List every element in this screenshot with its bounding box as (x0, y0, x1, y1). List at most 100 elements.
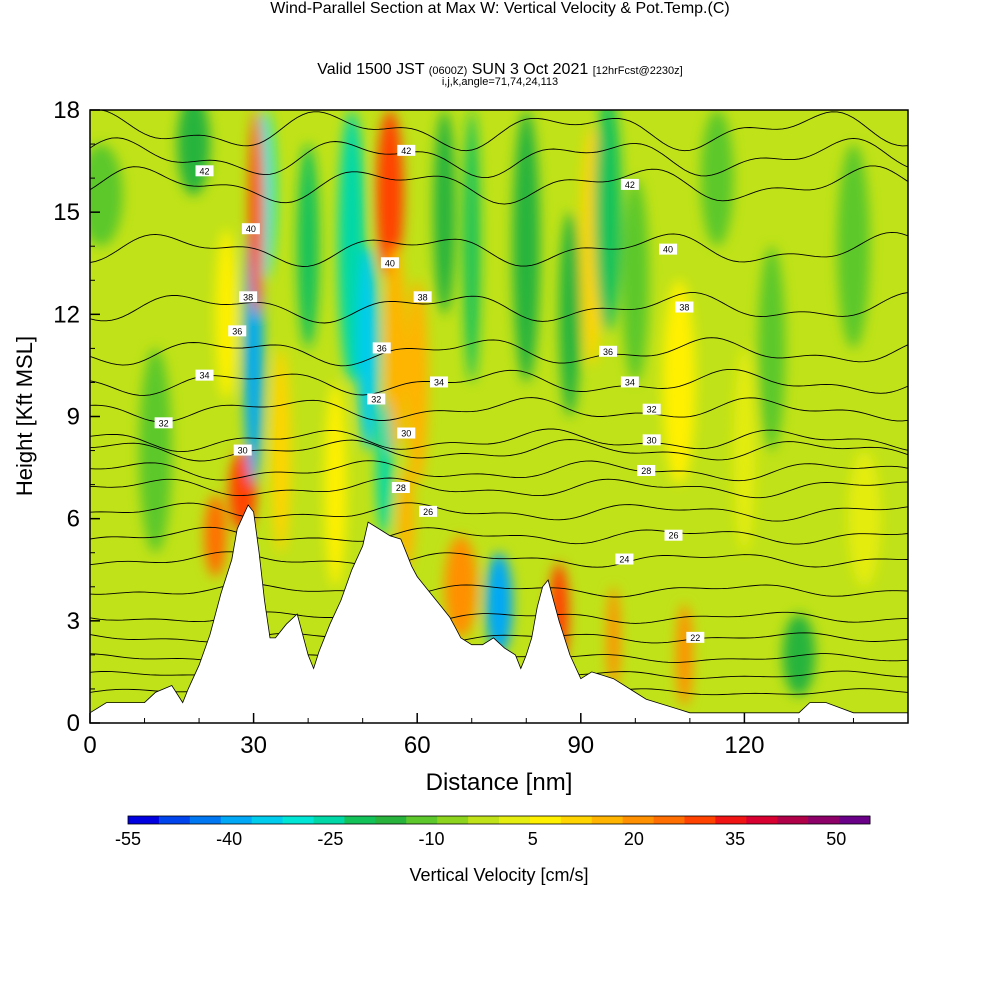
colorbar-swatch (128, 816, 160, 824)
colorbar-swatch (468, 816, 500, 824)
colorbar-tick-label: 20 (624, 829, 644, 849)
theta-contour-label: 38 (413, 291, 432, 303)
theta-label-box (239, 291, 258, 303)
updraft-cell (606, 586, 621, 689)
theta-contour-label: 38 (239, 291, 258, 303)
colorbar-swatch (158, 816, 191, 824)
downdraft-cell (177, 110, 210, 196)
theta-contour-label: 42 (620, 178, 639, 190)
colorbar-swatch (653, 816, 685, 824)
y-tick-label: 0 (67, 710, 80, 737)
theta-contour-label: 32 (367, 393, 386, 405)
theta-label-box (391, 482, 410, 494)
updraft-cell (324, 382, 347, 587)
theta-contour-label: 34 (430, 376, 449, 388)
colorbar-swatch (839, 816, 871, 824)
theta-contour-line (90, 397, 908, 423)
y-tick-label: 6 (67, 506, 80, 533)
colorbar-swatch (560, 816, 593, 824)
theta-contour-label: 40 (659, 243, 678, 255)
colorbar-tick-label: 50 (826, 829, 846, 849)
theta-label-box (664, 529, 683, 541)
theta-label-text: 40 (385, 258, 395, 268)
theta-label-text: 22 (690, 633, 700, 643)
chart-title-text: Wind-Parallel Section at Max W: Vertical… (270, 0, 708, 17)
colorbar-swatch (282, 816, 314, 824)
updraft-cell (662, 280, 696, 485)
downdraft-cell (558, 212, 581, 417)
theta-label-box (430, 376, 449, 388)
terrain-mask (90, 504, 908, 723)
theta-label-text: 38 (679, 303, 689, 313)
theta-contour-label: 34 (195, 369, 214, 381)
theta-label-text: 36 (232, 326, 242, 336)
theta-contour-label: 32 (642, 403, 661, 415)
theta-label-text: 26 (423, 507, 433, 517)
theta-label-text: 34 (200, 371, 210, 381)
theta-contour-line (90, 460, 908, 482)
subtitle-date: SUN 3 Oct 2021 (471, 61, 589, 78)
updraft-cell (444, 535, 478, 638)
colorbar-swatch (591, 816, 624, 824)
theta-label-box (620, 376, 639, 388)
theta-label-text: 42 (625, 180, 635, 190)
chart-title: Wind-Parallel Section at Max W: Vertical… (0, 0, 1000, 18)
theta-label-box (397, 427, 416, 439)
theta-label-box (686, 631, 705, 643)
downdraft-cell (90, 144, 123, 247)
theta-label-box (195, 369, 214, 381)
chart-subtitle: Valid 1500 JST (0600Z) SUN 3 Oct 2021 [1… (0, 61, 1000, 79)
theta-contour-line (90, 165, 908, 205)
theta-contour-label: 40 (241, 223, 260, 235)
colorbar-swatch (746, 816, 778, 824)
y-tick-label: 18 (53, 97, 80, 124)
theta-contour-label: 42 (195, 165, 214, 177)
colorbar-swatch (437, 816, 469, 824)
theta-contour-label: 30 (233, 444, 252, 456)
downdraft-cell (485, 552, 513, 655)
theta-label-box (233, 444, 252, 456)
colorbar-tick-label: -55 (115, 829, 141, 849)
colorbar-tick-label: -40 (216, 829, 242, 849)
theta-label-box (615, 553, 634, 565)
colorbar-swatch (622, 816, 655, 824)
colorbar-swatch (344, 816, 376, 824)
updraft-cell (249, 110, 264, 315)
theta-contour-label: 42 (397, 144, 416, 156)
theta-contour-label: 36 (372, 342, 391, 354)
x-tick-label: 0 (83, 732, 96, 759)
theta-label-box (241, 223, 260, 235)
theta-contour-line (90, 439, 908, 462)
theta-contour-line (90, 428, 908, 453)
colorbar-swatch (715, 816, 747, 824)
theta-label-box (637, 464, 656, 476)
updraft-cell (215, 229, 238, 400)
theta-contour-label: 26 (419, 505, 438, 517)
colorbar-swatch (406, 816, 438, 824)
theta-label-text: 26 (668, 531, 678, 541)
theta-label-text: 34 (625, 377, 635, 387)
updraft-cell (848, 450, 881, 587)
theta-contour-label: 36 (599, 345, 618, 357)
downdraft-cell (594, 110, 622, 332)
y-axis-label: Height [Kft MSL] (12, 336, 37, 496)
colorbar-swatch (529, 816, 562, 824)
updraft-cell (733, 348, 756, 553)
theta-label-box (413, 291, 432, 303)
y-tick-label: 9 (67, 404, 80, 431)
theta-label-box (642, 434, 661, 446)
x-axis-label: Distance [nm] (426, 769, 573, 796)
updraft-cell (676, 603, 693, 706)
x-tick-label: 30 (240, 732, 267, 759)
updraft-cell (384, 246, 407, 451)
y-tick-label: 3 (67, 608, 80, 635)
colorbar-swatch (808, 816, 840, 824)
colorbar-tick-label: 35 (725, 829, 745, 849)
theta-contour-line (90, 526, 908, 545)
theta-label-text: 40 (246, 224, 256, 234)
theta-label-text: 42 (200, 166, 210, 176)
theta-contour-label: 24 (615, 553, 634, 565)
theta-contour-line (90, 477, 908, 499)
plot-area: 22 24 26 26 28 28 30 30 32 34 36 38 40 42 42 40 38 36 34 32… (90, 110, 908, 723)
